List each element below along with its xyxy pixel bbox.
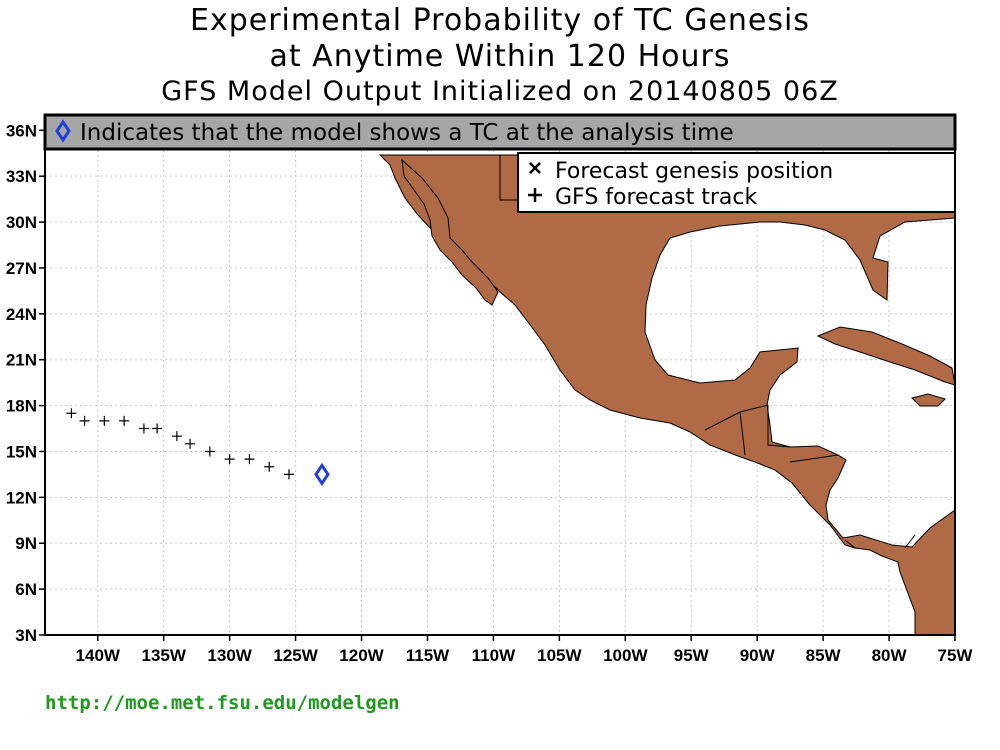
lat-tick-label: 15N <box>6 442 37 461</box>
lon-tick-label: 140W <box>76 646 121 665</box>
lon-tick-label: 115W <box>406 646 450 665</box>
analysis-note-bar: Indicates that the model shows a TC at t… <box>43 113 957 151</box>
track-point <box>244 454 255 465</box>
title-line-3: GFS Model Output Initialized on 20140805… <box>161 76 839 107</box>
baja-california-land <box>401 158 499 306</box>
track-point <box>204 446 215 457</box>
lon-tick-label: 85W <box>806 646 842 665</box>
lon-tick-label: 110W <box>472 646 516 665</box>
legend-track-label: GFS forecast track <box>555 185 757 210</box>
track-point <box>79 415 90 426</box>
legend: Forecast genesis position GFS forecast t… <box>517 152 956 213</box>
track-point <box>264 461 275 472</box>
track-point <box>138 423 149 434</box>
footer-url-link[interactable]: http://moe.met.fsu.edu/modelgen <box>45 692 400 714</box>
north-central-america-land <box>378 154 955 635</box>
lat-tick-label: 18N <box>6 397 37 416</box>
latitude-axis: 36N 33N 30N 27N 24N 21N 18N 15N 12N 9N 6N 3N <box>6 121 45 645</box>
track-point <box>152 423 163 434</box>
lat-tick-label: 9N <box>15 534 37 553</box>
lat-tick-label: 3N <box>15 626 37 645</box>
lat-tick-label: 27N <box>6 259 37 278</box>
analysis-note-text: Indicates that the model shows a TC at t… <box>80 120 734 146</box>
track-point <box>283 469 294 480</box>
lon-tick-label: 75W <box>938 646 974 665</box>
lon-tick-label: 90W <box>740 646 776 665</box>
track-point <box>171 431 182 442</box>
land-masses <box>378 154 955 635</box>
title-line-1: Experimental Probability of TC Genesis <box>190 3 810 38</box>
lon-tick-label: 135W <box>141 646 186 665</box>
track-point <box>185 438 196 449</box>
cuba-land <box>816 326 955 386</box>
lon-tick-label: 95W <box>674 646 710 665</box>
title-line-2: at Anytime Within 120 Hours <box>269 39 731 74</box>
lon-tick-label: 130W <box>207 646 252 665</box>
analysis-diamond-icon <box>314 462 330 487</box>
lat-tick-label: 6N <box>15 580 37 599</box>
lat-tick-label: 33N <box>6 167 37 186</box>
lat-tick-label: 12N <box>6 488 37 507</box>
track-point <box>224 454 235 465</box>
lat-tick-label: 21N <box>6 351 37 370</box>
lon-tick-label: 80W <box>872 646 908 665</box>
lon-tick-label: 125W <box>273 646 318 665</box>
lon-tick-label: 120W <box>339 646 384 665</box>
track-point <box>119 415 130 426</box>
x-mark-icon <box>529 162 541 174</box>
lon-tick-label: 100W <box>603 646 648 665</box>
lat-tick-label: 24N <box>6 305 37 324</box>
legend-genesis-label: Forecast genesis position <box>555 159 833 184</box>
jamaica-land <box>911 393 946 407</box>
longitude-axis: 140W 135W 130W 125W 120W 115W 110W 105W 100W 95W 9… <box>76 635 974 665</box>
forecast-track <box>66 408 294 480</box>
track-point <box>99 415 110 426</box>
lat-tick-label: 30N <box>6 213 37 232</box>
lat-tick-label: 36N <box>6 121 37 140</box>
diamond-icon <box>55 119 71 143</box>
analysis-marker-group <box>314 462 330 487</box>
lon-tick-label: 105W <box>537 646 582 665</box>
plus-mark-icon <box>528 188 542 202</box>
track-point <box>66 408 77 419</box>
country-borders <box>499 155 916 549</box>
